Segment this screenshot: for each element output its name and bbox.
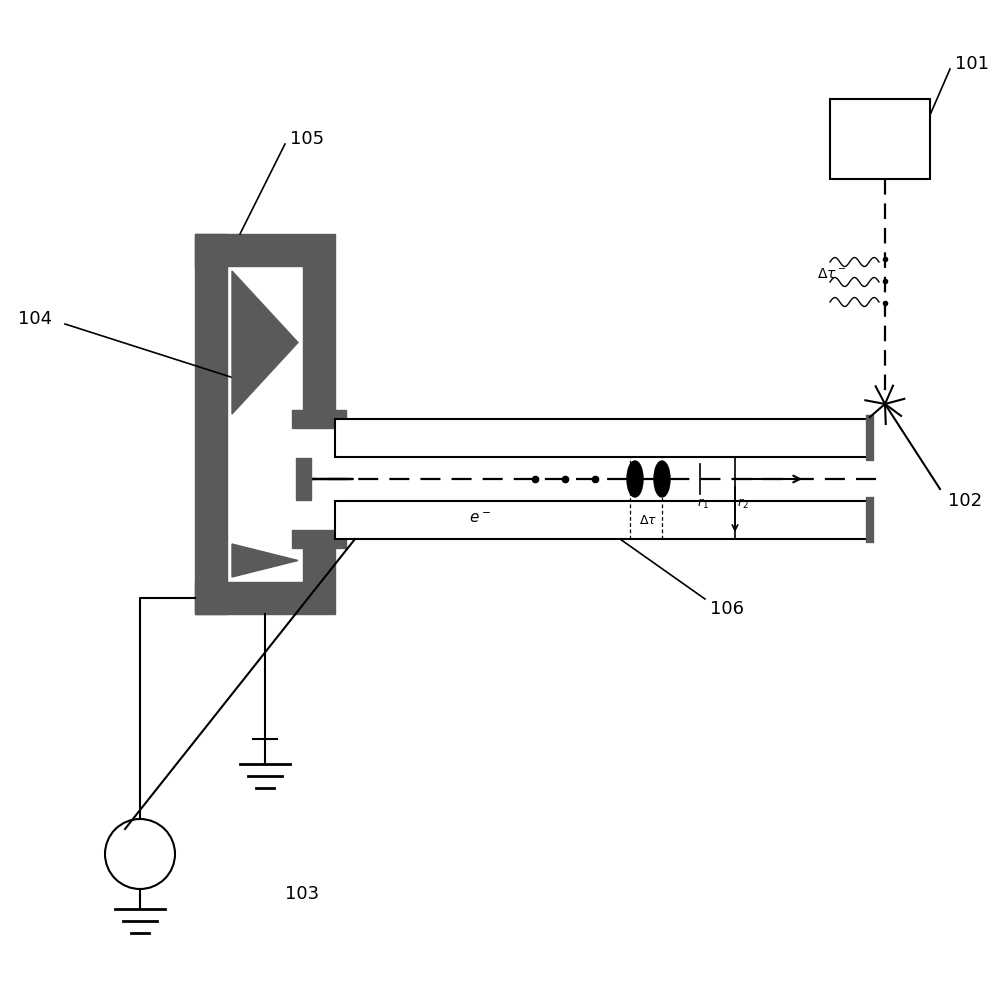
Bar bbox=[830, 99, 930, 179]
Bar bbox=[195, 582, 335, 614]
Bar bbox=[292, 530, 346, 548]
Text: 105: 105 bbox=[290, 130, 324, 148]
Text: $\Delta\tau$: $\Delta\tau$ bbox=[639, 514, 657, 527]
Text: $r_1$: $r_1$ bbox=[697, 497, 709, 511]
Polygon shape bbox=[232, 544, 298, 577]
Polygon shape bbox=[232, 271, 298, 414]
Bar bbox=[335, 501, 870, 539]
Bar bbox=[292, 410, 346, 428]
Text: 102: 102 bbox=[948, 492, 982, 510]
Text: $e^-$: $e^-$ bbox=[469, 511, 491, 526]
Bar bbox=[296, 458, 310, 500]
Bar bbox=[303, 266, 335, 419]
Ellipse shape bbox=[654, 461, 670, 497]
Text: $r_2$: $r_2$ bbox=[737, 497, 749, 511]
Bar bbox=[335, 419, 870, 457]
Ellipse shape bbox=[627, 461, 643, 497]
Text: 101: 101 bbox=[955, 55, 989, 73]
Bar bbox=[303, 539, 335, 582]
Text: 104: 104 bbox=[18, 310, 52, 328]
Text: $\Delta\tau^-$: $\Delta\tau^-$ bbox=[817, 267, 847, 281]
Bar bbox=[195, 234, 335, 266]
Text: 106: 106 bbox=[710, 600, 744, 618]
Text: 103: 103 bbox=[285, 885, 319, 903]
Bar bbox=[195, 234, 227, 614]
